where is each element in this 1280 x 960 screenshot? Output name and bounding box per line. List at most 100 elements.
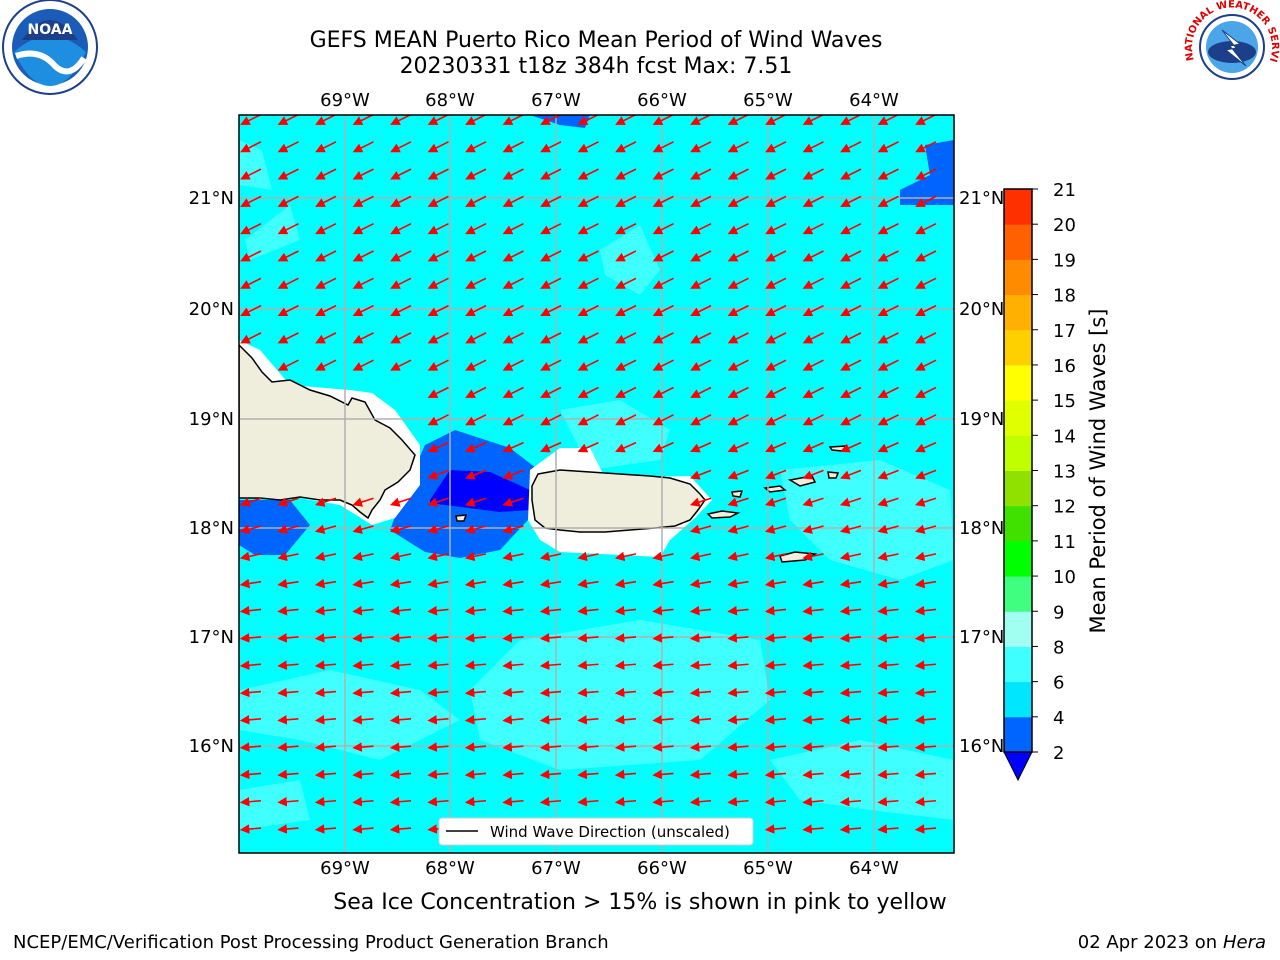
wave-arrow — [877, 222, 899, 235]
lon-label: 64°W — [849, 90, 899, 111]
wave-arrow — [577, 551, 599, 562]
wave-arrow — [764, 687, 787, 698]
wave-arrow — [502, 796, 524, 807]
colorbar-segment — [1004, 470, 1032, 507]
wave-arrow — [502, 441, 524, 453]
wave-arrow — [765, 250, 787, 262]
wave-arrow — [390, 250, 412, 262]
wave-arrow — [652, 578, 674, 589]
wave-arrow — [464, 796, 487, 807]
wave-arrow — [577, 250, 599, 262]
wave-arrow — [389, 578, 412, 589]
wave-arrow — [802, 277, 824, 289]
colorbar-tick-label: 4 — [1053, 708, 1064, 729]
noaa-logo: NOAA — [2, 0, 98, 95]
chart-subtitle: 20230331 t18z 384h fcst Max: 7.51 — [399, 54, 793, 79]
wave-arrow — [915, 441, 937, 453]
colorbar-segment — [1004, 294, 1032, 331]
wave-arrow — [352, 195, 374, 207]
wave-arrow — [465, 469, 487, 480]
wave-arrow — [314, 633, 337, 643]
wave-arrow — [465, 222, 487, 235]
wave-arrow — [615, 304, 637, 317]
wave-arrow — [277, 524, 299, 534]
wave-arrow — [689, 633, 712, 643]
colorbar-tick-label: 6 — [1053, 673, 1064, 694]
wave-arrow — [502, 578, 524, 589]
wave-arrow — [689, 742, 712, 752]
wave-arrow — [427, 551, 449, 562]
wave-arrow — [877, 578, 899, 589]
wave-arrow — [427, 687, 449, 698]
wave-arrow — [239, 524, 262, 534]
wave-arrow — [615, 359, 637, 371]
wave-arrow — [727, 414, 749, 426]
wave-arrow — [614, 742, 637, 752]
svg-text:NOAA: NOAA — [28, 22, 73, 38]
wave-arrow — [352, 687, 374, 698]
wave-arrow — [352, 551, 374, 562]
wave-arrow — [577, 386, 599, 398]
wave-arrow — [352, 115, 374, 125]
wave-arrow — [914, 524, 937, 534]
wave-arrow — [839, 742, 862, 752]
wave-arrow — [352, 524, 374, 534]
wave-arrow — [315, 304, 337, 317]
colorbar-tick-label: 14 — [1053, 426, 1076, 447]
wave-arrow — [764, 497, 787, 507]
wave-arrow — [502, 715, 524, 725]
wave-arrow — [502, 497, 524, 507]
wave-arrow — [764, 524, 787, 534]
wave-arrow — [690, 168, 712, 180]
wave-arrow — [877, 359, 899, 371]
colorbar-segment — [1004, 716, 1032, 753]
colorbar-segment — [1004, 259, 1032, 296]
wave-arrow — [540, 359, 562, 371]
wave-arrow — [802, 414, 824, 426]
colorbar-tick-label: 9 — [1053, 602, 1064, 623]
wave-arrow — [277, 742, 299, 752]
wave-arrow — [277, 687, 299, 698]
wave-arrow — [540, 115, 562, 125]
colorbar-tick-label: 2 — [1053, 743, 1064, 764]
wave-arrow — [540, 168, 562, 180]
wave-arrow — [727, 769, 749, 780]
wave-arrow — [914, 578, 937, 589]
wave-arrow — [465, 386, 487, 398]
lat-label: 17°N — [959, 627, 1004, 648]
wave-arrow — [465, 141, 487, 153]
wave-arrow — [877, 605, 899, 616]
wave-arrow — [652, 769, 674, 780]
wave-arrow — [539, 769, 562, 780]
wave-arrow — [427, 115, 449, 125]
wave-arrow — [277, 824, 299, 834]
wave-arrow — [352, 277, 374, 289]
wave-arrow — [690, 277, 712, 289]
wave-arrow — [765, 277, 787, 289]
wave-arrow — [239, 796, 262, 807]
wave-arrow — [389, 524, 412, 534]
wave-arrow — [689, 524, 712, 534]
wave-arrow — [465, 250, 487, 262]
lat-labels-right: 21°N 20°N 19°N 18°N 17°N 16°N — [959, 188, 1004, 757]
wave-arrow — [727, 578, 749, 589]
wave-arrow — [915, 277, 937, 289]
wave-arrow — [614, 633, 637, 643]
colorbar-segment — [1004, 435, 1032, 471]
wave-arrow — [690, 304, 712, 317]
wave-arrow — [390, 277, 412, 289]
wave-arrow — [764, 742, 787, 752]
wave-arrow — [652, 332, 674, 344]
wave-arrow — [689, 769, 712, 780]
wave-arrow — [540, 414, 562, 426]
nws-logo: NATIONAL WEATHER SERVICE — [0, 0, 1280, 93]
wave-arrow — [877, 195, 899, 207]
wave-arrow — [315, 359, 337, 371]
wave-arrow — [727, 250, 749, 262]
wave-arrow — [277, 332, 299, 344]
wave-arrow — [727, 715, 749, 725]
wave-arrow — [652, 277, 674, 289]
wave-arrow — [427, 660, 449, 671]
wave-arrow — [390, 168, 412, 180]
lat-label: 16°N — [189, 736, 234, 757]
